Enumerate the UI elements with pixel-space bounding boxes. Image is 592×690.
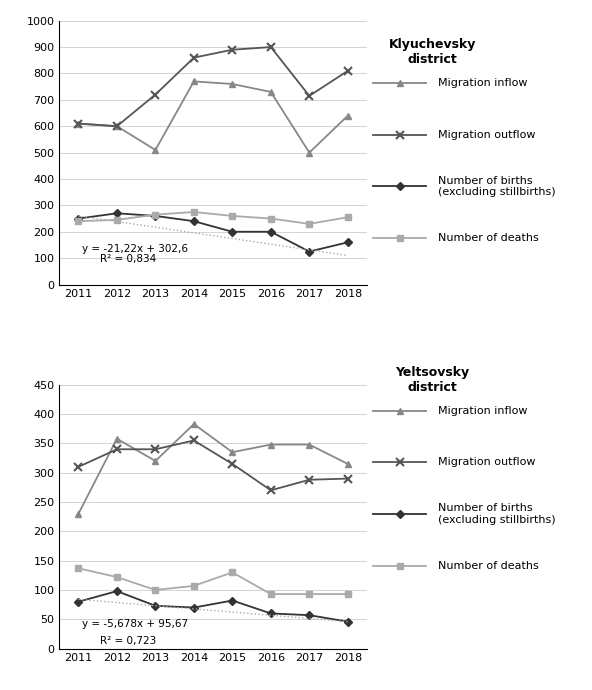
Text: Klyuchevsky
district: Klyuchevsky district	[388, 38, 476, 66]
Text: Number of deaths: Number of deaths	[438, 561, 539, 571]
Text: y = -21,22x + 302,6: y = -21,22x + 302,6	[82, 244, 188, 255]
Text: Number of births
(excluding stillbirths): Number of births (excluding stillbirths)	[438, 503, 556, 525]
Text: Yeltsovsky
district: Yeltsovsky district	[395, 366, 469, 394]
Text: Number of deaths: Number of deaths	[438, 233, 539, 243]
Text: R² = 0,834: R² = 0,834	[99, 254, 156, 264]
Text: Migration inflow: Migration inflow	[438, 406, 527, 415]
Text: R² = 0,723: R² = 0,723	[99, 635, 156, 646]
Text: Number of births
(excluding stillbirths): Number of births (excluding stillbirths)	[438, 175, 556, 197]
Text: Migration outflow: Migration outflow	[438, 457, 536, 467]
Text: Migration outflow: Migration outflow	[438, 130, 536, 139]
Text: Migration inflow: Migration inflow	[438, 78, 527, 88]
Text: y = -5,678x + 95,67: y = -5,678x + 95,67	[82, 620, 188, 629]
